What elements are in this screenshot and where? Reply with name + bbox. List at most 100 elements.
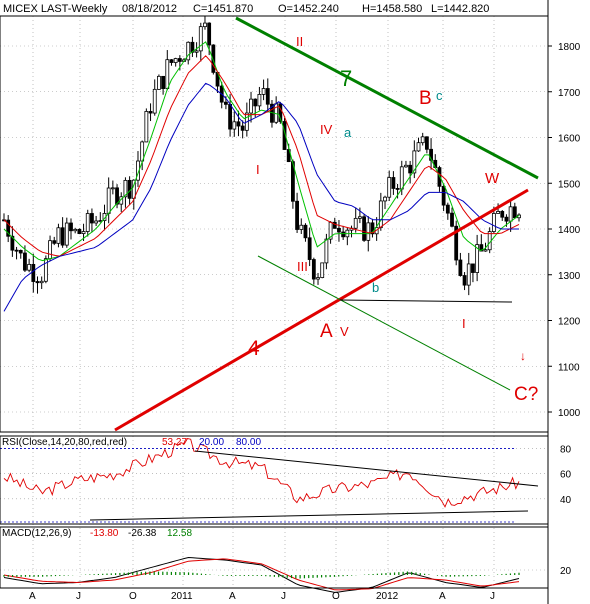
price-bar-body <box>450 212 454 227</box>
x-tick-label: A <box>439 591 446 602</box>
price-bar-body <box>236 121 241 127</box>
price-bar-body <box>257 94 262 107</box>
price-bar-body <box>353 217 358 229</box>
macd-title: MACD(12,26,9) <box>2 528 71 539</box>
price-bar-body <box>307 237 312 260</box>
x-tick-label: 2012 <box>376 591 399 602</box>
rsi-line <box>3 437 520 508</box>
price-bar-body <box>420 136 425 144</box>
price-bar-body <box>81 231 86 234</box>
x-tick-label: A <box>229 591 236 602</box>
price-bar-body <box>169 59 174 63</box>
ma-line-2 <box>3 82 519 312</box>
price-bar-body <box>144 111 149 143</box>
price-bar-body <box>186 41 191 61</box>
price-bar-body <box>207 22 212 46</box>
header-high: H=1458.580 <box>362 3 422 15</box>
price-bar-body <box>311 259 316 280</box>
x-tick-label: O <box>129 591 137 602</box>
price-bar-body <box>73 228 78 232</box>
price-bar-body <box>454 225 459 261</box>
price-bar-body <box>228 103 232 130</box>
price-bar-body <box>496 211 500 214</box>
price-bar-body <box>249 98 253 114</box>
macd-tick-label: 20 <box>560 566 572 577</box>
trendline-7 <box>235 16 539 180</box>
price-bar-body <box>48 240 52 260</box>
price-bar-body <box>157 75 161 90</box>
price-bar-body <box>320 262 325 278</box>
chart-title: MICEX LAST-Weekly <box>3 3 108 15</box>
price-bar-body <box>479 244 484 252</box>
rsi-lower: 20.00 <box>199 437 224 448</box>
price-bar-body <box>43 258 48 282</box>
price-bar-body <box>408 164 413 174</box>
price-bar-body <box>378 200 383 229</box>
wave-label-C: C? <box>514 384 538 405</box>
macd-value: -13.80 <box>90 528 119 539</box>
price-bar-body <box>194 50 199 53</box>
x-tick-label: 2011 <box>171 591 193 602</box>
moving-averages <box>3 41 520 312</box>
price-bar-body <box>299 224 304 230</box>
price-bar-body <box>383 196 387 202</box>
trend-label-4: 4 <box>248 337 260 360</box>
price-bar-body <box>357 216 362 219</box>
down-arrow-icon: ↓ <box>520 349 526 363</box>
price-bar-body <box>69 222 73 232</box>
price-bar-body <box>337 227 341 233</box>
y-tick-label: 1400 <box>558 225 581 236</box>
macd-panel: 20 <box>0 556 572 593</box>
price-bar-body <box>412 150 417 174</box>
price-bar-body <box>203 22 207 28</box>
price-bar-body <box>64 222 69 246</box>
header-close: C=1451.870 <box>193 3 253 15</box>
price-bar-body <box>429 148 433 161</box>
price-bar-body <box>424 136 429 150</box>
price-bar-body <box>387 177 392 198</box>
trendline-4 <box>114 188 529 432</box>
macd-signal-value: -26.38 <box>128 528 157 539</box>
price-bar-body <box>395 188 400 190</box>
price-bar-body <box>56 227 61 244</box>
price-bar-body <box>399 166 404 190</box>
wave-label-B: B <box>419 88 432 109</box>
price-bar-body <box>324 238 329 264</box>
y-tick-label: 1700 <box>558 88 581 99</box>
price-bar-body <box>316 277 320 280</box>
grid <box>0 16 548 588</box>
trend-label-7: 7 <box>340 66 352 91</box>
channel-line <box>257 255 511 391</box>
wave-label-ii: II <box>296 34 303 49</box>
price-bar-body <box>110 187 115 190</box>
rsi-title: RSI(Close,14,20,80,red,red) <box>2 437 127 448</box>
price-bar-body <box>165 59 170 89</box>
rsi-trendline-top <box>194 450 539 487</box>
price-bar-body <box>303 224 308 239</box>
price-bar-body <box>286 149 291 163</box>
wave-label-w: W <box>485 170 500 187</box>
price-bar-body <box>341 231 346 238</box>
price-bar-body <box>31 263 36 282</box>
price-bar-body <box>508 206 513 222</box>
wave-label-v: V <box>340 324 349 339</box>
rsi-tick-label: 80 <box>560 445 572 456</box>
price-bar-body <box>278 103 283 122</box>
rsi-tick-label: 40 <box>560 495 572 506</box>
support-line <box>339 299 513 303</box>
price-bar-body <box>173 58 178 63</box>
price-bar-body <box>253 98 258 107</box>
x-tick-label: J <box>490 591 495 602</box>
price-bar-body <box>491 213 496 232</box>
price-bar-body <box>295 200 299 230</box>
price-bar-body <box>77 228 82 234</box>
y-tick-label: 1500 <box>558 179 581 190</box>
price-bar-body <box>115 187 119 205</box>
price-bar-body <box>366 222 371 241</box>
price-bar-body <box>177 58 182 62</box>
rsi-upper: 80.00 <box>236 437 261 448</box>
price-bar-body <box>224 101 228 105</box>
price-bar-body <box>462 275 467 286</box>
